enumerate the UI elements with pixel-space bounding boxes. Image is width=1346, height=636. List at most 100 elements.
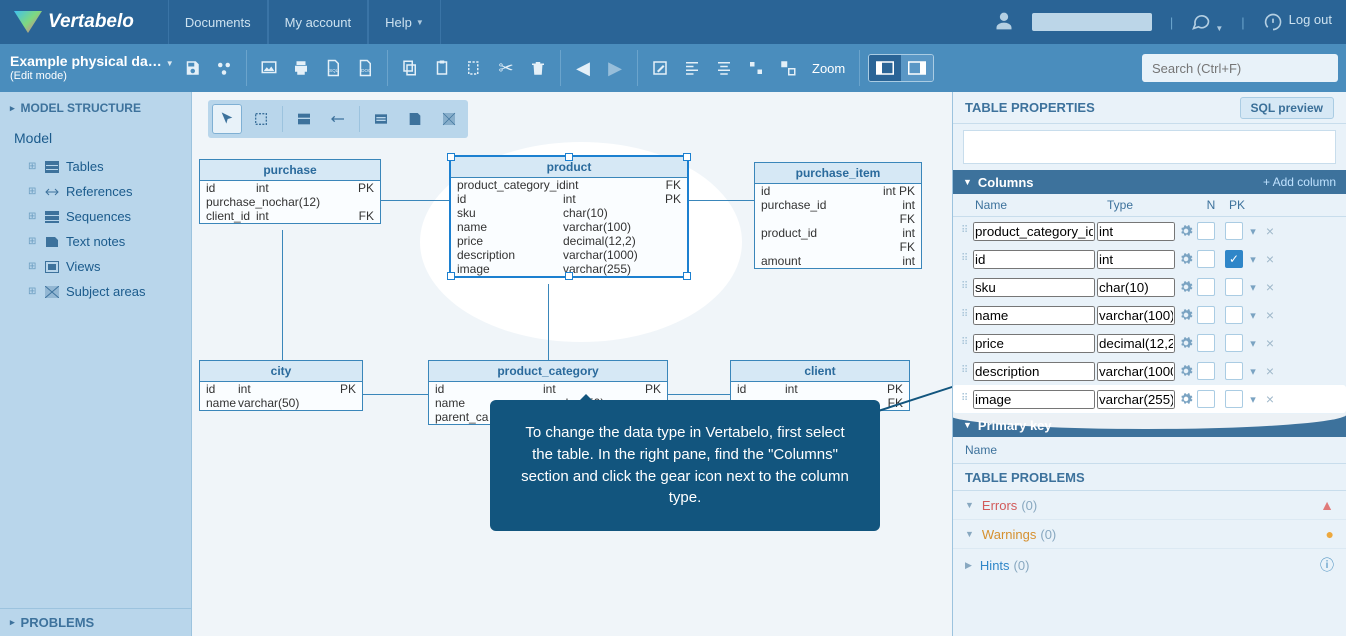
nullable-checkbox[interactable]: [1197, 278, 1215, 296]
expand-column-icon[interactable]: ▾: [1245, 393, 1261, 406]
pk-checkbox[interactable]: ✓: [1225, 250, 1243, 268]
undo-button[interactable]: ◀: [569, 54, 597, 82]
add-note-tool[interactable]: [400, 104, 430, 134]
drag-handle-icon[interactable]: ⠿: [961, 312, 971, 318]
edit-button[interactable]: [646, 54, 674, 82]
nullable-checkbox[interactable]: [1197, 362, 1215, 380]
primary-key-header[interactable]: ▼Primary key: [953, 413, 1346, 437]
nullable-checkbox[interactable]: [1197, 334, 1215, 352]
tree-tables[interactable]: ⊞Tables: [14, 154, 191, 179]
sql-export-button[interactable]: SQL: [319, 54, 347, 82]
arrange-button[interactable]: [774, 54, 802, 82]
pk-checkbox[interactable]: [1225, 362, 1243, 380]
drag-handle-icon[interactable]: ⠿: [961, 340, 971, 346]
tree-references[interactable]: ⊞References: [14, 179, 191, 204]
tree-views[interactable]: ⊞Views: [14, 254, 191, 279]
warnings-row[interactable]: ▼Warnings(0)●: [953, 520, 1346, 549]
nullable-checkbox[interactable]: [1197, 222, 1215, 240]
column-name-input[interactable]: [973, 390, 1095, 409]
share-button[interactable]: [210, 54, 238, 82]
column-type-input[interactable]: [1097, 362, 1175, 381]
gear-icon[interactable]: [1177, 220, 1195, 242]
view-panel-left[interactable]: [869, 55, 901, 81]
nav-my-account[interactable]: My account: [268, 0, 368, 44]
add-reference-tool[interactable]: [323, 104, 353, 134]
column-type-input[interactable]: [1097, 222, 1175, 241]
pk-checkbox[interactable]: [1225, 334, 1243, 352]
delete-column-icon[interactable]: ×: [1263, 391, 1277, 407]
tree-text-notes[interactable]: ⊞Text notes: [14, 229, 191, 254]
pk-checkbox[interactable]: [1225, 306, 1243, 324]
db-table-purchase_item[interactable]: purchase_itemidint PKpurchase_idint FKpr…: [754, 162, 922, 269]
pk-checkbox[interactable]: [1225, 278, 1243, 296]
column-name-input[interactable]: [973, 306, 1095, 325]
column-type-input[interactable]: [1097, 278, 1175, 297]
column-name-input[interactable]: [973, 278, 1095, 297]
delete-column-icon[interactable]: ×: [1263, 307, 1277, 323]
column-type-input[interactable]: [1097, 250, 1175, 269]
column-type-input[interactable]: [1097, 306, 1175, 325]
redo-button[interactable]: ▶: [601, 54, 629, 82]
db-table-product[interactable]: productproduct_category_idintFKidintPKsk…: [450, 156, 688, 277]
add-column-button[interactable]: + Add column: [1263, 175, 1336, 189]
db-table-city[interactable]: cityidintPKnamevarchar(50): [199, 360, 363, 411]
nullable-checkbox[interactable]: [1197, 390, 1215, 408]
canvas[interactable]: purchaseidintPKpurchase_nochar(12)client…: [192, 92, 952, 636]
column-name-input[interactable]: [973, 362, 1095, 381]
expand-column-icon[interactable]: ▾: [1245, 337, 1261, 350]
gear-icon[interactable]: [1177, 248, 1195, 270]
tree-root-model[interactable]: Model: [14, 130, 191, 146]
paste-special-button[interactable]: [460, 54, 488, 82]
pk-checkbox[interactable]: [1225, 222, 1243, 240]
tree-subject-areas[interactable]: ⊞Subject areas: [14, 279, 191, 304]
gear-icon[interactable]: [1177, 304, 1195, 326]
image-export-button[interactable]: [255, 54, 283, 82]
paste-button[interactable]: [428, 54, 456, 82]
align-left-button[interactable]: [678, 54, 706, 82]
cut-button[interactable]: ✂: [492, 54, 520, 82]
marquee-tool[interactable]: [246, 104, 276, 134]
expand-column-icon[interactable]: ▾: [1245, 365, 1261, 378]
problems-header[interactable]: ▸PROBLEMS: [0, 608, 191, 636]
add-view-tool[interactable]: [366, 104, 396, 134]
distribute-button[interactable]: [742, 54, 770, 82]
nullable-checkbox[interactable]: [1197, 250, 1215, 268]
delete-column-icon[interactable]: ×: [1263, 363, 1277, 379]
delete-column-icon[interactable]: ×: [1263, 335, 1277, 351]
delete-button[interactable]: [524, 54, 552, 82]
zoom-label[interactable]: Zoom: [812, 61, 845, 76]
search-input[interactable]: [1142, 54, 1338, 82]
nav-help[interactable]: Help: [368, 0, 441, 44]
view-panel-right[interactable]: [901, 55, 933, 81]
gear-icon[interactable]: [1177, 360, 1195, 382]
column-name-input[interactable]: [973, 222, 1095, 241]
logout-link[interactable]: Log out: [1263, 12, 1332, 32]
print-button[interactable]: [287, 54, 315, 82]
gear-icon[interactable]: [1177, 388, 1195, 410]
tree-sequences[interactable]: ⊞Sequences: [14, 204, 191, 229]
drag-handle-icon[interactable]: ⠿: [961, 256, 971, 262]
delete-column-icon[interactable]: ×: [1263, 223, 1277, 239]
expand-column-icon[interactable]: ▾: [1245, 309, 1261, 322]
nav-documents[interactable]: Documents: [168, 0, 268, 44]
copy-button[interactable]: [396, 54, 424, 82]
brand-logo[interactable]: Vertabelo: [14, 11, 134, 33]
sql-preview-button[interactable]: SQL preview: [1240, 97, 1334, 119]
expand-column-icon[interactable]: ▾: [1245, 281, 1261, 294]
doc-export-button[interactable]: DOC: [351, 54, 379, 82]
column-type-input[interactable]: [1097, 334, 1175, 353]
expand-column-icon[interactable]: ▾: [1245, 225, 1261, 238]
model-structure-header[interactable]: ▸MODEL STRUCTURE: [0, 92, 191, 124]
gear-icon[interactable]: [1177, 332, 1195, 354]
doc-title-box[interactable]: Example physical da… (Edit mode): [10, 53, 174, 83]
drag-handle-icon[interactable]: ⠿: [961, 368, 971, 374]
add-table-tool[interactable]: [289, 104, 319, 134]
hints-row[interactable]: ▶Hints(0)ⓘ: [953, 549, 1346, 581]
select-tool[interactable]: [212, 104, 242, 134]
column-name-input[interactable]: [973, 250, 1095, 269]
save-button[interactable]: [178, 54, 206, 82]
nullable-checkbox[interactable]: [1197, 306, 1215, 324]
user-icon[interactable]: [994, 11, 1014, 34]
drag-handle-icon[interactable]: ⠿: [961, 396, 971, 402]
table-description-input[interactable]: [963, 130, 1336, 164]
